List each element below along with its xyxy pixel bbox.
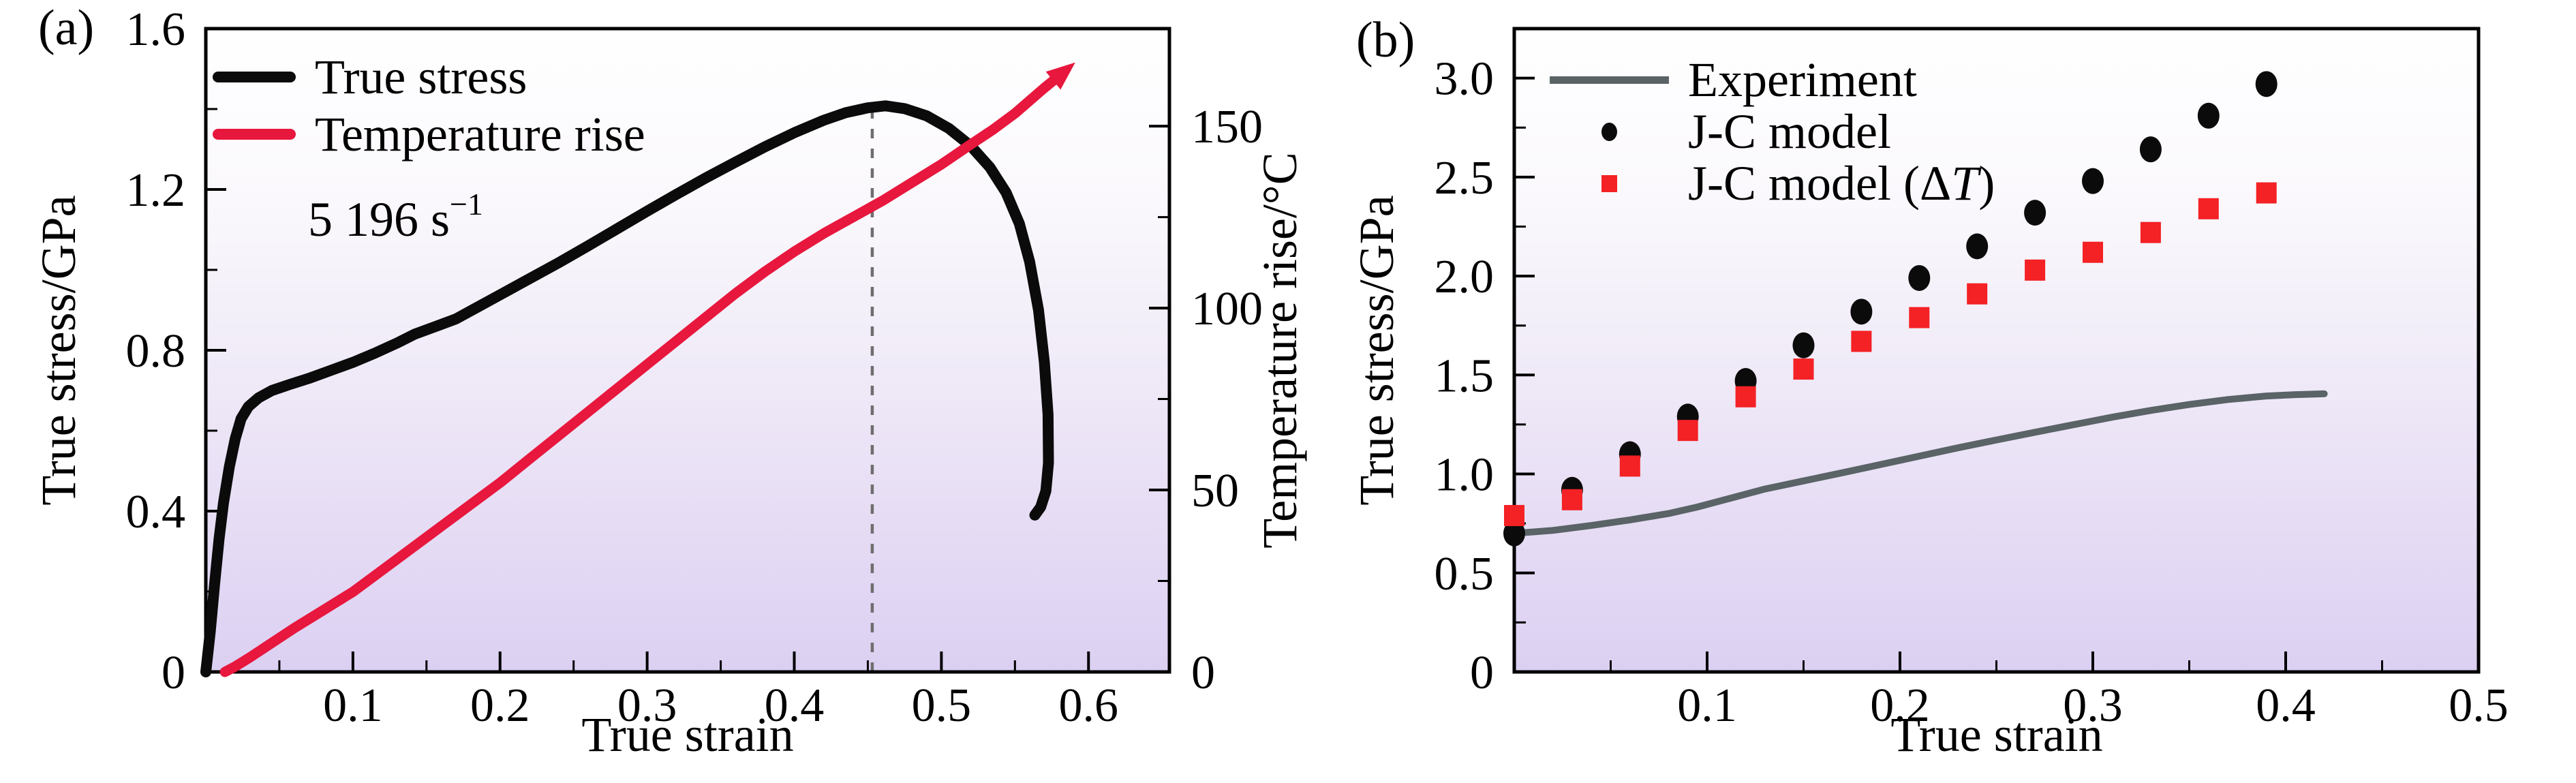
strain-rate-exponent: −1	[450, 187, 483, 221]
panel-a-right-axis-title: Temperature rise/°C	[1253, 152, 1307, 549]
right-y-tick-label: 100	[1191, 283, 1263, 335]
legend-label-jc-model: J-C model	[1688, 104, 1891, 159]
y-tick-label: 0	[162, 647, 185, 699]
jc-model-dt-point	[2140, 221, 2161, 243]
jc-model-point	[2139, 136, 2162, 163]
legend-label-experiment: Experiment	[1688, 52, 1917, 107]
jc-model-point	[1908, 264, 1931, 291]
y-tick-label: 3.0	[1435, 53, 1494, 106]
jc-model-dt-point	[2256, 182, 2277, 204]
strain-rate-value: 5 196 s	[308, 192, 450, 247]
experiment-curve	[1511, 390, 2328, 537]
jc-model-point	[2024, 200, 2046, 226]
legend-label-jc-model-dt: J-C model (ΔT)	[1688, 159, 1995, 208]
jc-model-dt-point	[1619, 455, 1640, 477]
temperature-rise-arrowhead	[1045, 62, 1075, 90]
jc-model-point	[2082, 168, 2104, 194]
right-y-tick-label: 50	[1191, 465, 1239, 517]
x-tick-label: 0.2	[470, 679, 530, 732]
y-tick-label: 1.6	[126, 3, 186, 56]
panel-a-plot-background	[206, 29, 1169, 672]
panel-a-y-axis-title: True stress/GPa	[31, 195, 86, 506]
x-tick-label: 0.4	[2256, 679, 2316, 732]
x-tick-label: 0.1	[323, 679, 383, 732]
jc-model-point	[1503, 520, 1525, 547]
panel-a-legend: True stress Temperature rise	[213, 52, 645, 159]
jc-model-dt-point	[1677, 420, 1698, 442]
jc-model-point	[1792, 332, 1815, 358]
legend-item-jc-model: J-C model	[1550, 107, 1995, 156]
jc-model-dt-point	[1793, 358, 1814, 380]
x-tick-label: 0.3	[617, 679, 677, 732]
legend-item-true-stress: True stress	[213, 52, 645, 102]
legend-label-jc-model-dt-italic-t: T	[1951, 156, 1979, 211]
true-stress-line-swatch	[213, 72, 296, 82]
panel-b-y-axis-title: True stress/GPa	[1349, 195, 1404, 506]
temperature-rise-curve	[219, 75, 1058, 677]
y-tick-label: 0.4	[126, 486, 186, 538]
experiment-line-swatch	[1550, 76, 1669, 84]
legend-item-experiment: Experiment	[1550, 55, 1995, 104]
temperature-rise-line-swatch	[213, 129, 296, 140]
legend-item-jc-model-dt: J-C model (ΔT)	[1550, 159, 1995, 208]
x-tick-label: 0.1	[1677, 679, 1737, 732]
y-tick-label: 2.5	[1435, 152, 1494, 204]
x-tick-label: 0.5	[912, 679, 972, 732]
jc-model-dt-point	[2083, 241, 2103, 263]
jc-model-point	[1850, 298, 1873, 325]
jc-model-dt-point	[2198, 198, 2219, 219]
strain-rate-annotation: 5 196 s−1	[308, 189, 483, 247]
y-tick-label: 1.2	[126, 164, 186, 217]
experiment-swatch-column	[1550, 76, 1669, 84]
x-tick-label: 0.2	[1870, 679, 1930, 732]
legend-item-temperature-rise: Temperature rise	[213, 110, 645, 159]
panel-a-tag: (a)	[38, 0, 95, 56]
jc-model-dot-swatch	[1601, 122, 1617, 141]
y-tick-label: 2.0	[1435, 251, 1494, 303]
true-stress-curve	[200, 100, 1054, 677]
jc-model-dt-point	[1967, 283, 1988, 305]
y-tick-label: 1.5	[1435, 350, 1494, 402]
jc-model-point	[2197, 102, 2220, 129]
panel-b-tag: (b)	[1356, 12, 1415, 68]
legend-label-jc-model-dt-suffix: )	[1978, 156, 1995, 211]
panel-a-x-axis-title: True strain	[581, 707, 794, 762]
jc-model-dt-square-swatch	[1601, 174, 1617, 192]
jc-model-dt-swatch-column	[1550, 174, 1669, 192]
jc-model-dt-point	[1851, 331, 1872, 352]
jc-model-dt-point	[1909, 307, 1930, 328]
y-tick-label: 0	[1470, 647, 1494, 699]
legend-label-jc-model-dt-prefix: J-C model (Δ	[1688, 156, 1952, 211]
y-tick-label: 1.0	[1435, 449, 1494, 502]
jc-model-swatch-column	[1550, 122, 1669, 141]
jc-model-dt-point	[1504, 505, 1524, 527]
x-tick-label: 0.3	[2063, 679, 2123, 732]
jc-model-dt-point	[1735, 386, 1756, 408]
x-tick-label: 0.4	[765, 679, 825, 732]
panel-b-legend: Experiment J-C model J-C model (ΔT)	[1550, 55, 1995, 208]
jc-model-dt-point	[2025, 259, 2046, 281]
jc-model-point	[1966, 233, 1989, 260]
y-tick-label: 0.8	[126, 325, 186, 378]
legend-label-temperature-rise: Temperature rise	[315, 107, 645, 162]
jc-model-point	[2255, 71, 2278, 97]
y-tick-label: 0.5	[1435, 548, 1494, 600]
x-tick-label: 0.6	[1059, 679, 1119, 732]
right-y-tick-label: 0	[1191, 647, 1215, 699]
panel-b-x-axis-title: True strain	[1890, 707, 2103, 762]
jc-model-dt-point	[1561, 489, 1582, 510]
right-y-tick-label: 150	[1191, 101, 1263, 153]
panel-b-plot-background	[1514, 29, 2479, 672]
legend-label-true-stress: True stress	[315, 50, 527, 104]
x-tick-label: 0.5	[2449, 679, 2509, 732]
